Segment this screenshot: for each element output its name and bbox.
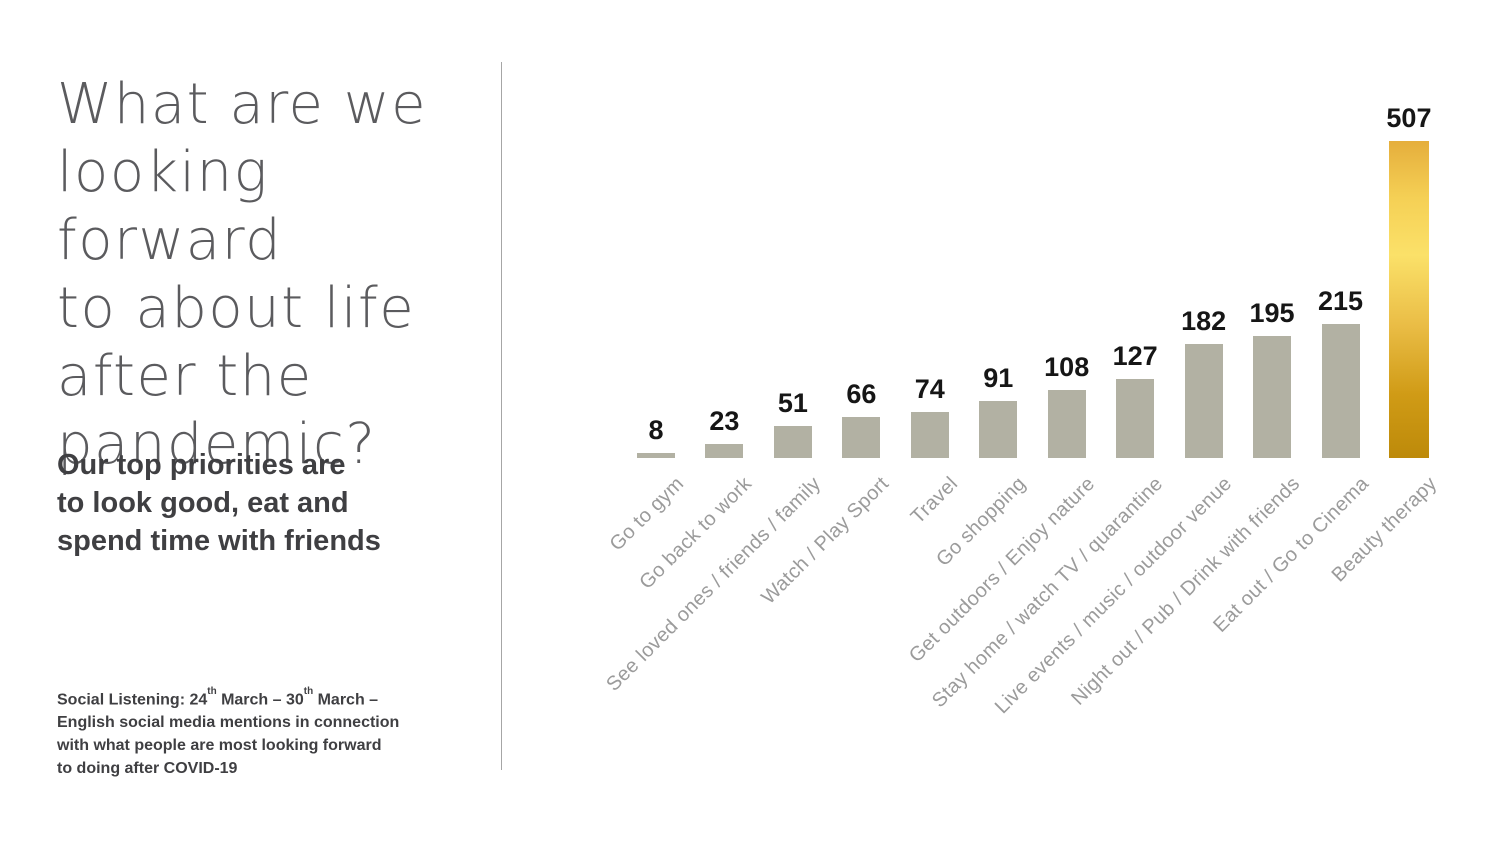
page-title-line: looking forward: [57, 140, 283, 273]
source-note-text: March –: [313, 691, 379, 709]
page-title-line: to about life: [57, 276, 416, 341]
page-title-line: What are we: [57, 72, 428, 137]
bar-value-label: 108: [1044, 352, 1090, 382]
bar-value-label: 23: [709, 406, 740, 436]
bar: [910, 412, 949, 458]
subtitle-line: Our top priorities are: [57, 449, 346, 481]
bar: [1321, 324, 1360, 458]
subtitle-line: spend time with friends: [57, 525, 381, 557]
subtitle: Our top priorities are to look good, eat…: [57, 446, 477, 560]
left-panel: What are we looking forward to about lif…: [57, 0, 477, 844]
bar: [1047, 390, 1086, 458]
vertical-divider: [501, 62, 502, 770]
ordinal-suffix: th: [207, 685, 217, 697]
bar-value-label: 507: [1386, 103, 1432, 133]
bar: [637, 453, 675, 458]
source-note-text: March – 30: [216, 691, 304, 709]
source-note-line: English social media mentions in connect…: [57, 714, 400, 732]
page-title-line: pandemic?: [57, 412, 377, 477]
bar-value-label: 74: [914, 374, 945, 404]
bar: [773, 426, 812, 458]
bar-value-label: 66: [846, 379, 877, 409]
bar-value-label: 51: [777, 388, 808, 418]
bar: [979, 401, 1018, 458]
bar: [842, 417, 881, 458]
bar-value-label: 127: [1112, 341, 1158, 371]
bar: [1116, 379, 1155, 458]
subtitle-line: to look good, eat and: [57, 487, 349, 519]
bar: [705, 444, 744, 458]
bar-value-label: 215: [1317, 286, 1364, 316]
source-note: Social Listening: 24th March – 30th Marc…: [57, 684, 477, 780]
page-title: What are we looking forward to about lif…: [57, 71, 477, 479]
bar: [1253, 336, 1292, 458]
bar-value-label: 195: [1249, 298, 1295, 328]
ordinal-suffix: th: [303, 685, 314, 697]
source-note-line: to doing after COVID-19: [57, 760, 238, 778]
bar-highlight: [1388, 141, 1429, 458]
bar-value-label: 182: [1181, 306, 1227, 336]
bar-value-label: 91: [983, 363, 1014, 393]
bar: [1184, 344, 1223, 458]
page-title-line: after the: [57, 344, 313, 409]
source-note-line: Social Listening: 24th March – 30th Marc…: [57, 684, 477, 711]
source-note-line: with what people are most looking forwar…: [57, 737, 382, 755]
bar-value-label: 8: [648, 415, 664, 445]
source-note-text: Social Listening: 24: [57, 691, 208, 709]
